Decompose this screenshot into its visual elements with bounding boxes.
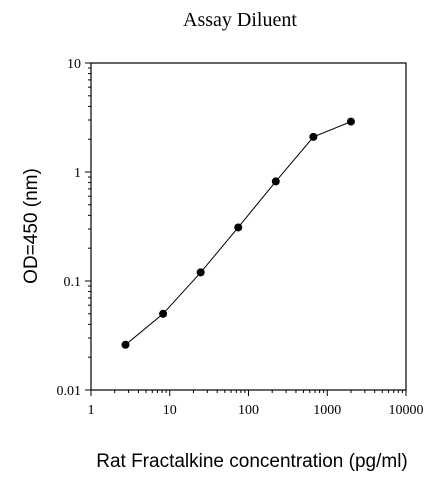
x-tick-label: 100: [238, 403, 259, 418]
data-point: [271, 177, 280, 186]
y-tick-label: 0.1: [64, 275, 82, 290]
chart-title: Assay Diluent: [183, 9, 297, 31]
data-point: [196, 268, 205, 277]
y-axis-label: OD=450 (nm): [21, 168, 42, 284]
data-point: [346, 117, 355, 126]
data-point: [309, 132, 318, 141]
x-tick-label: 1000: [313, 403, 341, 418]
y-tick-label: 1: [74, 166, 81, 181]
y-tick-label: 10: [67, 57, 81, 72]
plot-frame: [90, 62, 407, 391]
y-tick-label: 0.01: [57, 384, 82, 399]
x-tick-label: 10: [163, 403, 177, 418]
series-line: [125, 121, 352, 346]
data-point: [234, 223, 243, 232]
data-point: [121, 340, 130, 349]
x-tick-label: 10000: [389, 403, 424, 418]
data-point: [159, 309, 168, 318]
plot-area: 1 10 100 1000 10000 0.01 0.1 1 10: [57, 57, 424, 418]
x-tick-label: 1: [88, 403, 95, 418]
x-axis-label: Rat Fractalkine concentration (pg/ml): [96, 451, 408, 472]
